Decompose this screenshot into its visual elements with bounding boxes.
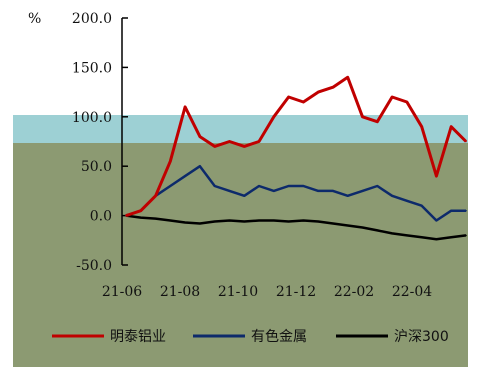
series-2-point [184, 175, 186, 177]
series-line-2 [125, 164, 466, 222]
legend-label-3: 沪深300 [394, 329, 449, 345]
series-1-point [391, 96, 393, 98]
x-tick-label: 21-08 [160, 284, 200, 300]
legend: 明泰铝业 有色金属 沪深300 [52, 328, 449, 345]
series-2-point [332, 190, 334, 192]
series-2-point [346, 195, 349, 197]
series-3-point [406, 234, 408, 237]
series-line-1 [125, 75, 468, 218]
series-1-point [199, 135, 201, 138]
series-2-point [317, 190, 320, 192]
series-3-point [169, 219, 172, 222]
series-1-point [140, 209, 142, 212]
series-2-point [228, 190, 231, 192]
series-2-point [465, 209, 467, 212]
series-1-point [169, 160, 172, 163]
series-3-point [361, 226, 364, 229]
series-2-point [302, 185, 305, 187]
x-tick-label: 22-04 [392, 284, 432, 300]
series-3-point [258, 219, 260, 222]
series-3-point [287, 220, 290, 223]
series-1-point [213, 145, 216, 148]
series-3-point [391, 232, 393, 235]
series-3-point [317, 220, 320, 223]
series-1-point [361, 116, 364, 118]
series-1-point [406, 101, 408, 103]
series-3-point [243, 220, 246, 223]
series-1-point [154, 195, 157, 197]
series-2-point [287, 185, 290, 187]
series-3-point [302, 219, 305, 222]
series-2-point [243, 195, 246, 197]
y-tick-label: 150.0 [72, 60, 112, 76]
series-layer [125, 75, 468, 241]
series-1-point [125, 214, 127, 217]
series-1-point [243, 145, 246, 148]
series-3-point [228, 219, 231, 222]
series-1-point [465, 140, 467, 143]
series-1-point [346, 76, 349, 79]
x-tick-label: 21-06 [102, 284, 142, 300]
series-1-point [420, 125, 423, 128]
y-tick-label: 0.0 [90, 209, 112, 225]
chart-background-top [0, 0, 478, 115]
chart-background-bottom [13, 115, 468, 367]
series-1-point [287, 96, 290, 98]
series-1-point [317, 91, 320, 93]
x-tick-label: 22-02 [334, 284, 374, 300]
series-2-point [361, 190, 364, 192]
series-1-point [302, 101, 305, 103]
series-3-point [154, 217, 157, 220]
y-tick-label: 100.0 [72, 110, 112, 126]
series-1-point [184, 106, 186, 108]
series-2-point [450, 209, 453, 212]
series-2-point [376, 185, 379, 187]
series-2-point [420, 204, 423, 207]
legend-label-2: 有色金属 [251, 328, 307, 345]
y-axis: % 200.0 150.0 100.0 50.0 0.0 -50.0 [28, 11, 128, 274]
series-1-point [435, 175, 438, 177]
series-1-point [228, 140, 231, 143]
series-3-point [376, 229, 379, 232]
overlay-band [13, 115, 468, 143]
y-tick-label: 50.0 [81, 159, 112, 175]
series-3-point [465, 234, 467, 237]
series-2-point [391, 195, 393, 197]
series-2-point [213, 185, 216, 187]
y-unit-label: % [28, 11, 41, 27]
y-tick-label: -50.0 [76, 258, 112, 274]
series-3-point [140, 216, 142, 219]
series-line-3 [125, 214, 467, 241]
series-1-point [332, 86, 334, 88]
series-2-point [435, 219, 438, 222]
series-3-point [332, 222, 334, 225]
series-2-point [273, 190, 275, 192]
series-2-point [199, 165, 201, 167]
series-2-point [406, 200, 408, 202]
series-1-point [258, 140, 260, 143]
series-3-point [213, 220, 216, 223]
series-1-point [273, 116, 275, 118]
y-tick-label: 200.0 [72, 11, 112, 27]
series-3-point [199, 222, 201, 225]
x-tick-label: 21-12 [276, 284, 316, 300]
series-1-point [376, 120, 379, 123]
x-axis: 21-06 21-08 21-10 21-12 22-02 22-04 [102, 284, 432, 300]
series-2-point [169, 185, 172, 187]
legend-label-1: 明泰铝业 [110, 329, 166, 345]
series-3-point [346, 224, 349, 227]
series-3-point [450, 236, 453, 239]
series-2-point [258, 185, 260, 187]
series-3-point [273, 219, 275, 222]
series-3-point [435, 238, 438, 241]
series-1-point [450, 125, 453, 128]
x-tick-label: 21-10 [218, 284, 258, 300]
series-3-point [184, 221, 186, 224]
series-3-point [420, 236, 423, 239]
